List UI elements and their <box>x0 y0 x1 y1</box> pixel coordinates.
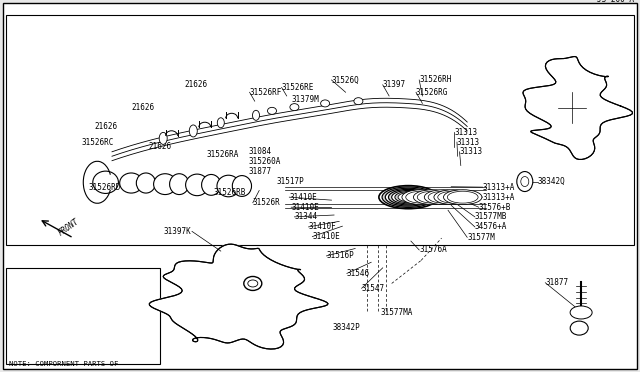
Text: 31516P: 31516P <box>326 251 354 260</box>
Ellipse shape <box>382 187 435 207</box>
Ellipse shape <box>521 177 529 186</box>
Ellipse shape <box>428 191 459 203</box>
Ellipse shape <box>120 173 143 193</box>
Text: 31410E: 31410E <box>291 203 319 212</box>
Ellipse shape <box>570 321 588 335</box>
Text: 38342Q: 38342Q <box>538 177 565 186</box>
Ellipse shape <box>232 176 252 196</box>
Text: 31313: 31313 <box>454 128 477 137</box>
Text: 31313: 31313 <box>460 147 483 156</box>
Polygon shape <box>149 244 328 349</box>
Text: 31084: 31084 <box>248 147 271 156</box>
Text: 31410F: 31410F <box>308 222 336 231</box>
Text: 31547: 31547 <box>362 284 385 293</box>
Text: 31313+A: 31313+A <box>483 193 515 202</box>
Ellipse shape <box>248 280 258 287</box>
Ellipse shape <box>438 191 468 203</box>
Ellipse shape <box>406 191 436 203</box>
Text: 315260A: 315260A <box>248 157 281 166</box>
Ellipse shape <box>395 192 422 203</box>
Text: 31576A: 31576A <box>419 246 447 254</box>
Text: 31313: 31313 <box>457 138 480 147</box>
Ellipse shape <box>444 190 482 205</box>
Text: 31397: 31397 <box>383 80 406 89</box>
Text: NOTE: COMPORNENT PARTS OF: NOTE: COMPORNENT PARTS OF <box>9 361 118 367</box>
Text: 31526RF: 31526RF <box>250 88 282 97</box>
Ellipse shape <box>136 173 156 193</box>
Bar <box>6 15 634 245</box>
Ellipse shape <box>388 189 428 205</box>
Text: 31526RC: 31526RC <box>82 138 115 147</box>
Text: 31410E: 31410E <box>289 193 317 202</box>
Ellipse shape <box>402 190 440 205</box>
Text: 21626: 21626 <box>148 142 172 151</box>
Text: 31577MB: 31577MB <box>475 212 508 221</box>
Text: FRONT: FRONT <box>56 217 81 237</box>
Ellipse shape <box>385 188 431 206</box>
Text: 31526Q: 31526Q <box>332 76 359 84</box>
Ellipse shape <box>424 190 463 205</box>
Text: 31526RE: 31526RE <box>282 83 314 92</box>
Ellipse shape <box>218 118 224 128</box>
Text: 31526RG: 31526RG <box>416 88 449 97</box>
Ellipse shape <box>268 108 276 114</box>
Text: 31517P: 31517P <box>276 177 304 186</box>
Ellipse shape <box>447 191 478 203</box>
Ellipse shape <box>570 306 592 319</box>
Ellipse shape <box>186 174 209 196</box>
Ellipse shape <box>321 100 330 107</box>
Ellipse shape <box>392 190 425 204</box>
Ellipse shape <box>517 171 532 192</box>
Ellipse shape <box>202 174 221 195</box>
Ellipse shape <box>354 98 363 105</box>
Ellipse shape <box>154 174 177 195</box>
Ellipse shape <box>244 276 262 291</box>
Text: 31577MA: 31577MA <box>381 308 413 317</box>
Text: 31877: 31877 <box>545 278 568 287</box>
Text: 31526RH: 31526RH <box>419 76 452 84</box>
Bar <box>6 268 160 364</box>
Text: 31526R: 31526R <box>253 198 280 207</box>
Text: 31410E: 31410E <box>312 232 340 241</box>
Text: 34576+A: 34576+A <box>475 222 508 231</box>
Text: 21626: 21626 <box>95 122 118 131</box>
Text: 31546: 31546 <box>347 269 370 278</box>
Text: 38342P: 38342P <box>333 323 360 332</box>
Ellipse shape <box>189 125 197 137</box>
Text: 31526RB: 31526RB <box>213 188 246 197</box>
Ellipse shape <box>253 110 259 120</box>
Text: 31313+A: 31313+A <box>483 183 515 192</box>
Ellipse shape <box>413 190 452 205</box>
Ellipse shape <box>434 190 472 205</box>
Text: 21626: 21626 <box>184 80 207 89</box>
Ellipse shape <box>290 104 299 110</box>
Text: 31526RD: 31526RD <box>88 183 121 192</box>
Text: 31877: 31877 <box>248 167 271 176</box>
Text: 31577M: 31577M <box>467 233 495 242</box>
Text: 31397K: 31397K <box>163 227 191 236</box>
Text: 31344: 31344 <box>294 212 317 221</box>
Text: 31526RA: 31526RA <box>206 150 239 159</box>
Ellipse shape <box>379 186 438 209</box>
Polygon shape <box>523 57 632 160</box>
Ellipse shape <box>93 171 118 193</box>
Text: 31379M: 31379M <box>291 95 319 104</box>
Text: 21626: 21626 <box>131 103 154 112</box>
Text: J3 200 A: J3 200 A <box>597 0 634 4</box>
Ellipse shape <box>217 175 240 197</box>
Ellipse shape <box>417 191 448 203</box>
Ellipse shape <box>159 132 167 144</box>
Ellipse shape <box>398 193 419 202</box>
Text: 31576+B: 31576+B <box>479 203 511 212</box>
Ellipse shape <box>170 174 189 195</box>
